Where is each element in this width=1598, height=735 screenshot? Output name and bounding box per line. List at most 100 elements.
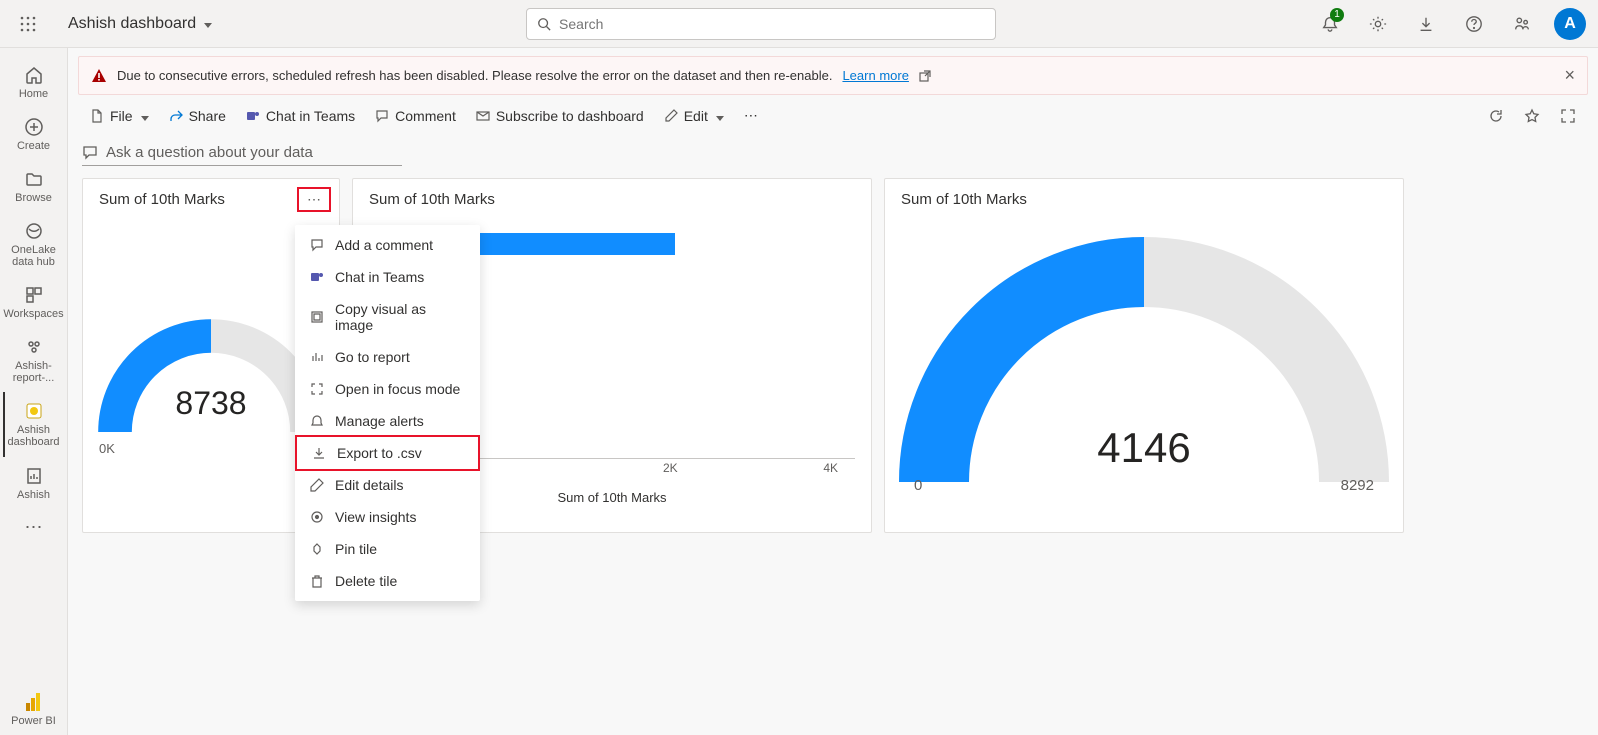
search-box[interactable] — [526, 8, 996, 40]
gauge-value: 4146 — [1097, 424, 1190, 472]
nav-label: Ashish dashboard — [5, 424, 63, 448]
workspace-icon — [24, 337, 44, 357]
cmd-edit[interactable]: Edit — [656, 102, 732, 130]
ctx-item-go-to-report[interactable]: Go to report — [295, 341, 480, 373]
report-icon — [24, 466, 44, 486]
dashboard-title-text: Ashish dashboard — [68, 15, 196, 33]
ctx-item-label: Go to report — [335, 349, 410, 365]
left-nav: Home Create Browse OneLake data hub Work… — [0, 48, 68, 735]
search-input[interactable] — [559, 16, 985, 32]
alert-close-button[interactable]: × — [1564, 65, 1575, 86]
command-bar: File Share Chat in Teams Comment Subscri… — [68, 95, 1598, 136]
cmd-share[interactable]: Share — [161, 102, 234, 130]
tile-context-menu: Add a comment Chat in TeamsCopy visual as… — [295, 225, 480, 601]
notification-badge: 1 — [1330, 8, 1344, 22]
refresh-error-alert: Due to consecutive errors, scheduled ref… — [78, 56, 1588, 95]
ctx-item-view-insights[interactable]: View insights — [295, 501, 480, 533]
gauge-min-label: 0K — [99, 441, 115, 456]
notifications-button[interactable]: 1 — [1310, 4, 1350, 44]
nav-ashish-report[interactable]: Ashish-report-... — [4, 328, 64, 392]
cmd-more[interactable]: ⋯ — [736, 101, 766, 130]
powerbi-icon — [25, 691, 43, 713]
chevron-down-icon — [714, 108, 724, 124]
ctx-item-export-to-csv[interactable]: Export to .csv — [295, 435, 480, 471]
tile-more-button[interactable]: ⋯ — [297, 187, 331, 212]
settings-button[interactable] — [1358, 4, 1398, 44]
ctx-item-label: Manage alerts — [335, 413, 424, 429]
home-icon — [24, 65, 44, 85]
gauge-large-chart: 4146 0 8292 — [894, 222, 1394, 502]
download-button[interactable] — [1406, 4, 1446, 44]
nav-more[interactable]: ⋯ — [25, 509, 43, 546]
folder-icon — [24, 169, 44, 189]
refresh-icon — [1488, 108, 1504, 124]
ctx-item-pin-tile[interactable]: Pin tile — [295, 533, 480, 565]
ctx-item-icon — [309, 381, 325, 397]
nav-home[interactable]: Home — [4, 56, 64, 108]
gauge-value: 8738 — [175, 385, 246, 422]
nav-onelake[interactable]: OneLake data hub — [4, 212, 64, 276]
nav-label: Create — [17, 140, 50, 152]
search-icon — [537, 17, 551, 31]
teams-icon — [246, 109, 260, 123]
edit-icon — [664, 109, 678, 123]
tile-gauge-large[interactable]: Sum of 10th Marks 4146 0 8292 — [884, 178, 1404, 533]
tile-title: Sum of 10th Marks — [353, 179, 871, 212]
ctx-item-label: Edit details — [335, 477, 403, 493]
cmd-chat-teams[interactable]: Chat in Teams — [238, 102, 363, 130]
nav-label: Ashish-report-... — [4, 360, 64, 384]
ctx-item-copy-visual-as-image[interactable]: Copy visual as image — [295, 293, 480, 341]
ctx-item-icon — [309, 477, 325, 493]
nav-powerbi[interactable]: Power BI — [4, 683, 64, 735]
gauge-max-label: 8292 — [1341, 477, 1374, 494]
comment-icon — [375, 109, 389, 123]
nav-create[interactable]: Create — [4, 108, 64, 160]
user-avatar[interactable]: A — [1554, 8, 1586, 40]
cmd-refresh[interactable] — [1480, 102, 1512, 130]
ctx-item-label: Export to .csv — [337, 445, 422, 461]
ctx-item-label: Add a comment — [335, 237, 433, 253]
ctx-item-delete-tile[interactable]: Delete tile — [295, 565, 480, 597]
fullscreen-icon — [1560, 108, 1576, 124]
onelake-icon — [24, 221, 44, 241]
cmd-subscribe[interactable]: Subscribe to dashboard — [468, 102, 652, 130]
ctx-item-icon — [309, 509, 325, 525]
ctx-item-add-a-comment[interactable]: Add a comment — [295, 229, 480, 261]
ctx-item-manage-alerts[interactable]: Manage alerts — [295, 405, 480, 437]
alert-text: Due to consecutive errors, scheduled ref… — [117, 68, 832, 83]
ctx-item-edit-details[interactable]: Edit details — [295, 469, 480, 501]
nav-ashish-dashboard[interactable]: Ashish dashboard — [3, 392, 63, 456]
nav-label: Home — [19, 88, 48, 100]
axis-tick: 2K — [663, 461, 678, 475]
nav-workspaces[interactable]: Workspaces — [4, 276, 64, 328]
gear-icon — [1369, 15, 1387, 33]
gauge-min-label: 0 — [914, 477, 922, 494]
nav-browse[interactable]: Browse — [4, 160, 64, 212]
ctx-item-icon — [309, 413, 325, 429]
cmd-comment[interactable]: Comment — [367, 102, 464, 130]
ctx-item-open-in-focus-mode[interactable]: Open in focus mode — [295, 373, 480, 405]
ctx-item-label: Pin tile — [335, 541, 377, 557]
star-icon — [1524, 108, 1540, 124]
app-launcher-icon[interactable] — [12, 8, 44, 40]
alert-learn-more-link[interactable]: Learn more — [842, 68, 908, 83]
ctx-item-chat-in-teams[interactable]: Chat in Teams — [295, 261, 480, 293]
dashboard-title-dropdown[interactable]: Ashish dashboard — [68, 15, 212, 33]
workspaces-icon — [24, 285, 44, 305]
help-icon — [1465, 15, 1483, 33]
ctx-item-icon — [309, 573, 325, 589]
feedback-button[interactable] — [1502, 4, 1542, 44]
external-link-icon — [919, 70, 931, 82]
cmd-file[interactable]: File — [82, 102, 157, 130]
nav-label: Browse — [15, 192, 52, 204]
qna-input[interactable]: Ask a question about your data — [82, 140, 402, 166]
share-icon — [169, 109, 183, 123]
top-bar: Ashish dashboard 1 A — [0, 0, 1598, 48]
cmd-favorite[interactable] — [1516, 102, 1548, 130]
help-button[interactable] — [1454, 4, 1494, 44]
chevron-down-icon — [139, 108, 149, 124]
nav-ashish[interactable]: Ashish — [4, 457, 64, 509]
cmd-fullscreen[interactable] — [1552, 102, 1584, 130]
qna-placeholder: Ask a question about your data — [106, 144, 313, 161]
nav-label: Ashish — [17, 489, 50, 501]
